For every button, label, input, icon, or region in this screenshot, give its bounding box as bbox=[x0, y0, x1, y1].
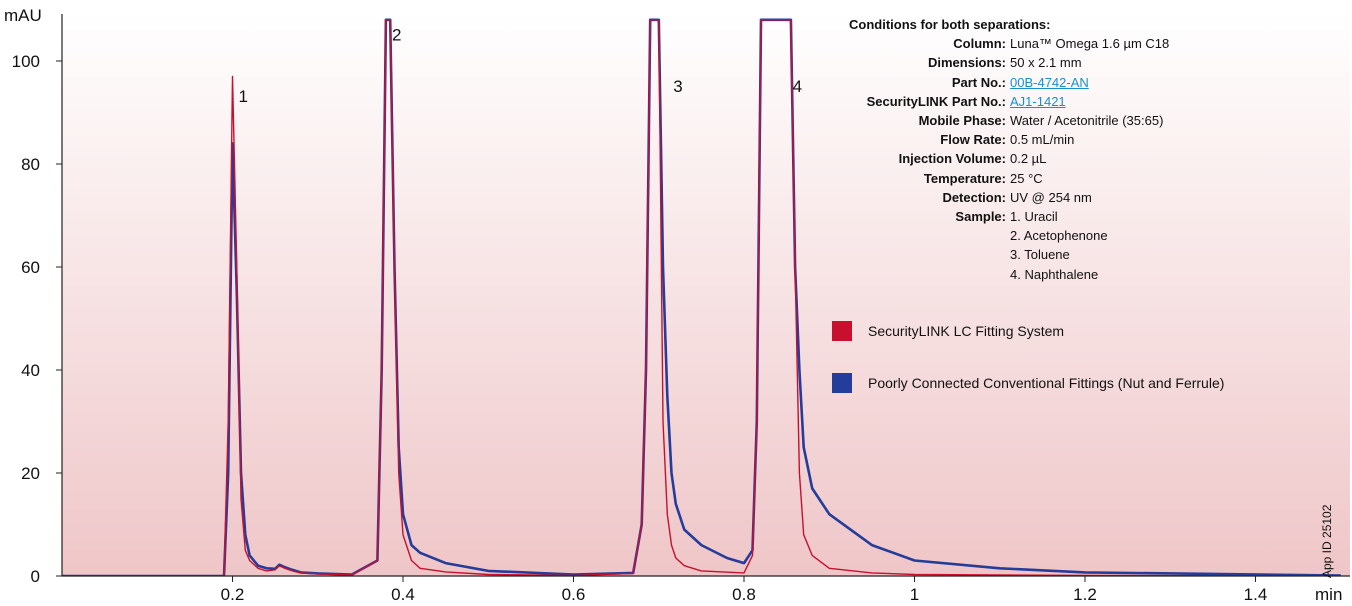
x-axis-unit: min bbox=[1315, 585, 1342, 604]
x-tick-label: 1.4 bbox=[1244, 585, 1268, 604]
y-tick-label: 100 bbox=[12, 52, 40, 71]
condition-row: Injection Volume: 0.2 µL bbox=[820, 149, 1260, 168]
condition-key: SecurityLINK Part No.: bbox=[866, 93, 1006, 109]
condition-key: Flow Rate: bbox=[940, 132, 1006, 148]
part-number-link[interactable]: AJ1-1421 bbox=[1010, 93, 1066, 109]
condition-row: Part No.: 00B-4742-AN bbox=[820, 73, 1260, 92]
ticks-layer: 0.2 0.4 0.6 0.8 1 1.2 1.4 0 20 40 60 80 100 bbox=[12, 52, 1268, 604]
series-line-securitylink bbox=[62, 19, 1341, 576]
legend-swatch-red bbox=[832, 321, 852, 341]
x-tick-label: 1.2 bbox=[1073, 585, 1097, 604]
legend-label-securitylink: SecurityLINK LC Fitting System bbox=[868, 323, 1065, 339]
sample-item: 3. Toluene bbox=[1010, 247, 1070, 263]
y-tick-label: 80 bbox=[21, 155, 40, 174]
plot-background bbox=[62, 14, 1350, 576]
conditions-panel: Conditions for both separations: Column:… bbox=[820, 15, 1260, 284]
sample-item: 4. Naphthalene bbox=[1010, 266, 1099, 282]
condition-key: Dimensions: bbox=[927, 55, 1006, 71]
condition-value: 1. Uracil bbox=[1010, 209, 1058, 225]
y-axis-unit: mAU bbox=[4, 6, 42, 25]
condition-value: 25 °C bbox=[1010, 170, 1043, 186]
y-tick-label: 40 bbox=[21, 361, 40, 380]
condition-key: Part No.: bbox=[951, 74, 1006, 90]
peak-label: 4 bbox=[793, 77, 802, 96]
condition-row: Sample: 1. Uracil bbox=[820, 207, 1260, 226]
part-number-link[interactable]: 00B-4742-AN bbox=[1010, 74, 1089, 90]
x-tick-label: 1 bbox=[910, 585, 919, 604]
condition-key: Column: bbox=[953, 36, 1006, 52]
x-tick-label: 0.6 bbox=[562, 585, 586, 604]
x-tick-label: 0.8 bbox=[732, 585, 756, 604]
x-tick-label: 0.2 bbox=[221, 585, 245, 604]
condition-value: UV @ 254 nm bbox=[1010, 189, 1092, 205]
condition-row: SecurityLINK Part No.: AJ1-1421 bbox=[820, 92, 1260, 111]
condition-row: Detection: UV @ 254 nm bbox=[820, 188, 1260, 207]
condition-value: 0.2 µL bbox=[1010, 151, 1047, 167]
condition-key: Sample: bbox=[955, 209, 1006, 225]
condition-key: Mobile Phase: bbox=[918, 113, 1006, 129]
peak-label: 2 bbox=[392, 25, 401, 44]
conditions-heading: Conditions for both separations: bbox=[849, 17, 1051, 32]
condition-row: Column: Luna™ Omega 1.6 µm C18 bbox=[820, 34, 1260, 53]
series-layer bbox=[62, 18, 1341, 576]
condition-value: Water / Acetonitrile (35:65) bbox=[1010, 113, 1164, 129]
y-tick-label: 60 bbox=[21, 258, 40, 277]
peak-label: 3 bbox=[673, 77, 682, 96]
legend-item-securitylink: SecurityLINK LC Fitting System bbox=[832, 321, 1064, 341]
legend-label-conventional: Poorly Connected Conventional Fittings (… bbox=[868, 375, 1225, 391]
conditions-rows: Column: Luna™ Omega 1.6 µm C18 Dimensions:… bbox=[820, 34, 1260, 226]
y-tick-label: 20 bbox=[21, 464, 40, 483]
legend-item-conventional: Poorly Connected Conventional Fittings (… bbox=[832, 373, 1224, 393]
y-tick-label: 0 bbox=[31, 567, 40, 586]
condition-row: Temperature: 25 °C bbox=[820, 169, 1260, 188]
condition-value: 0.5 mL/min bbox=[1010, 132, 1075, 148]
app-id-label: App ID 25102 bbox=[1320, 504, 1334, 578]
sample-list: 2. Acetophenone 3. Toluene 4. Naphthalene bbox=[820, 226, 1260, 284]
peak-label: 1 bbox=[239, 87, 248, 106]
condition-value: 50 x 2.1 mm bbox=[1010, 55, 1082, 71]
condition-row: Flow Rate: 0.5 mL/min bbox=[820, 130, 1260, 149]
peak-labels: 1 2 3 4 bbox=[239, 25, 803, 106]
condition-key: Detection: bbox=[942, 189, 1006, 205]
condition-row: Dimensions: 50 x 2.1 mm bbox=[820, 53, 1260, 72]
x-tick-label: 0.4 bbox=[391, 585, 415, 604]
condition-value: Luna™ Omega 1.6 µm C18 bbox=[1010, 36, 1170, 52]
condition-key: Temperature: bbox=[923, 170, 1006, 186]
condition-key: Injection Volume: bbox=[898, 151, 1006, 167]
legend-swatch-blue bbox=[832, 373, 852, 393]
condition-row: Mobile Phase: Water / Acetonitrile (35:65… bbox=[820, 111, 1260, 130]
sample-item: 2. Acetophenone bbox=[1010, 228, 1108, 244]
